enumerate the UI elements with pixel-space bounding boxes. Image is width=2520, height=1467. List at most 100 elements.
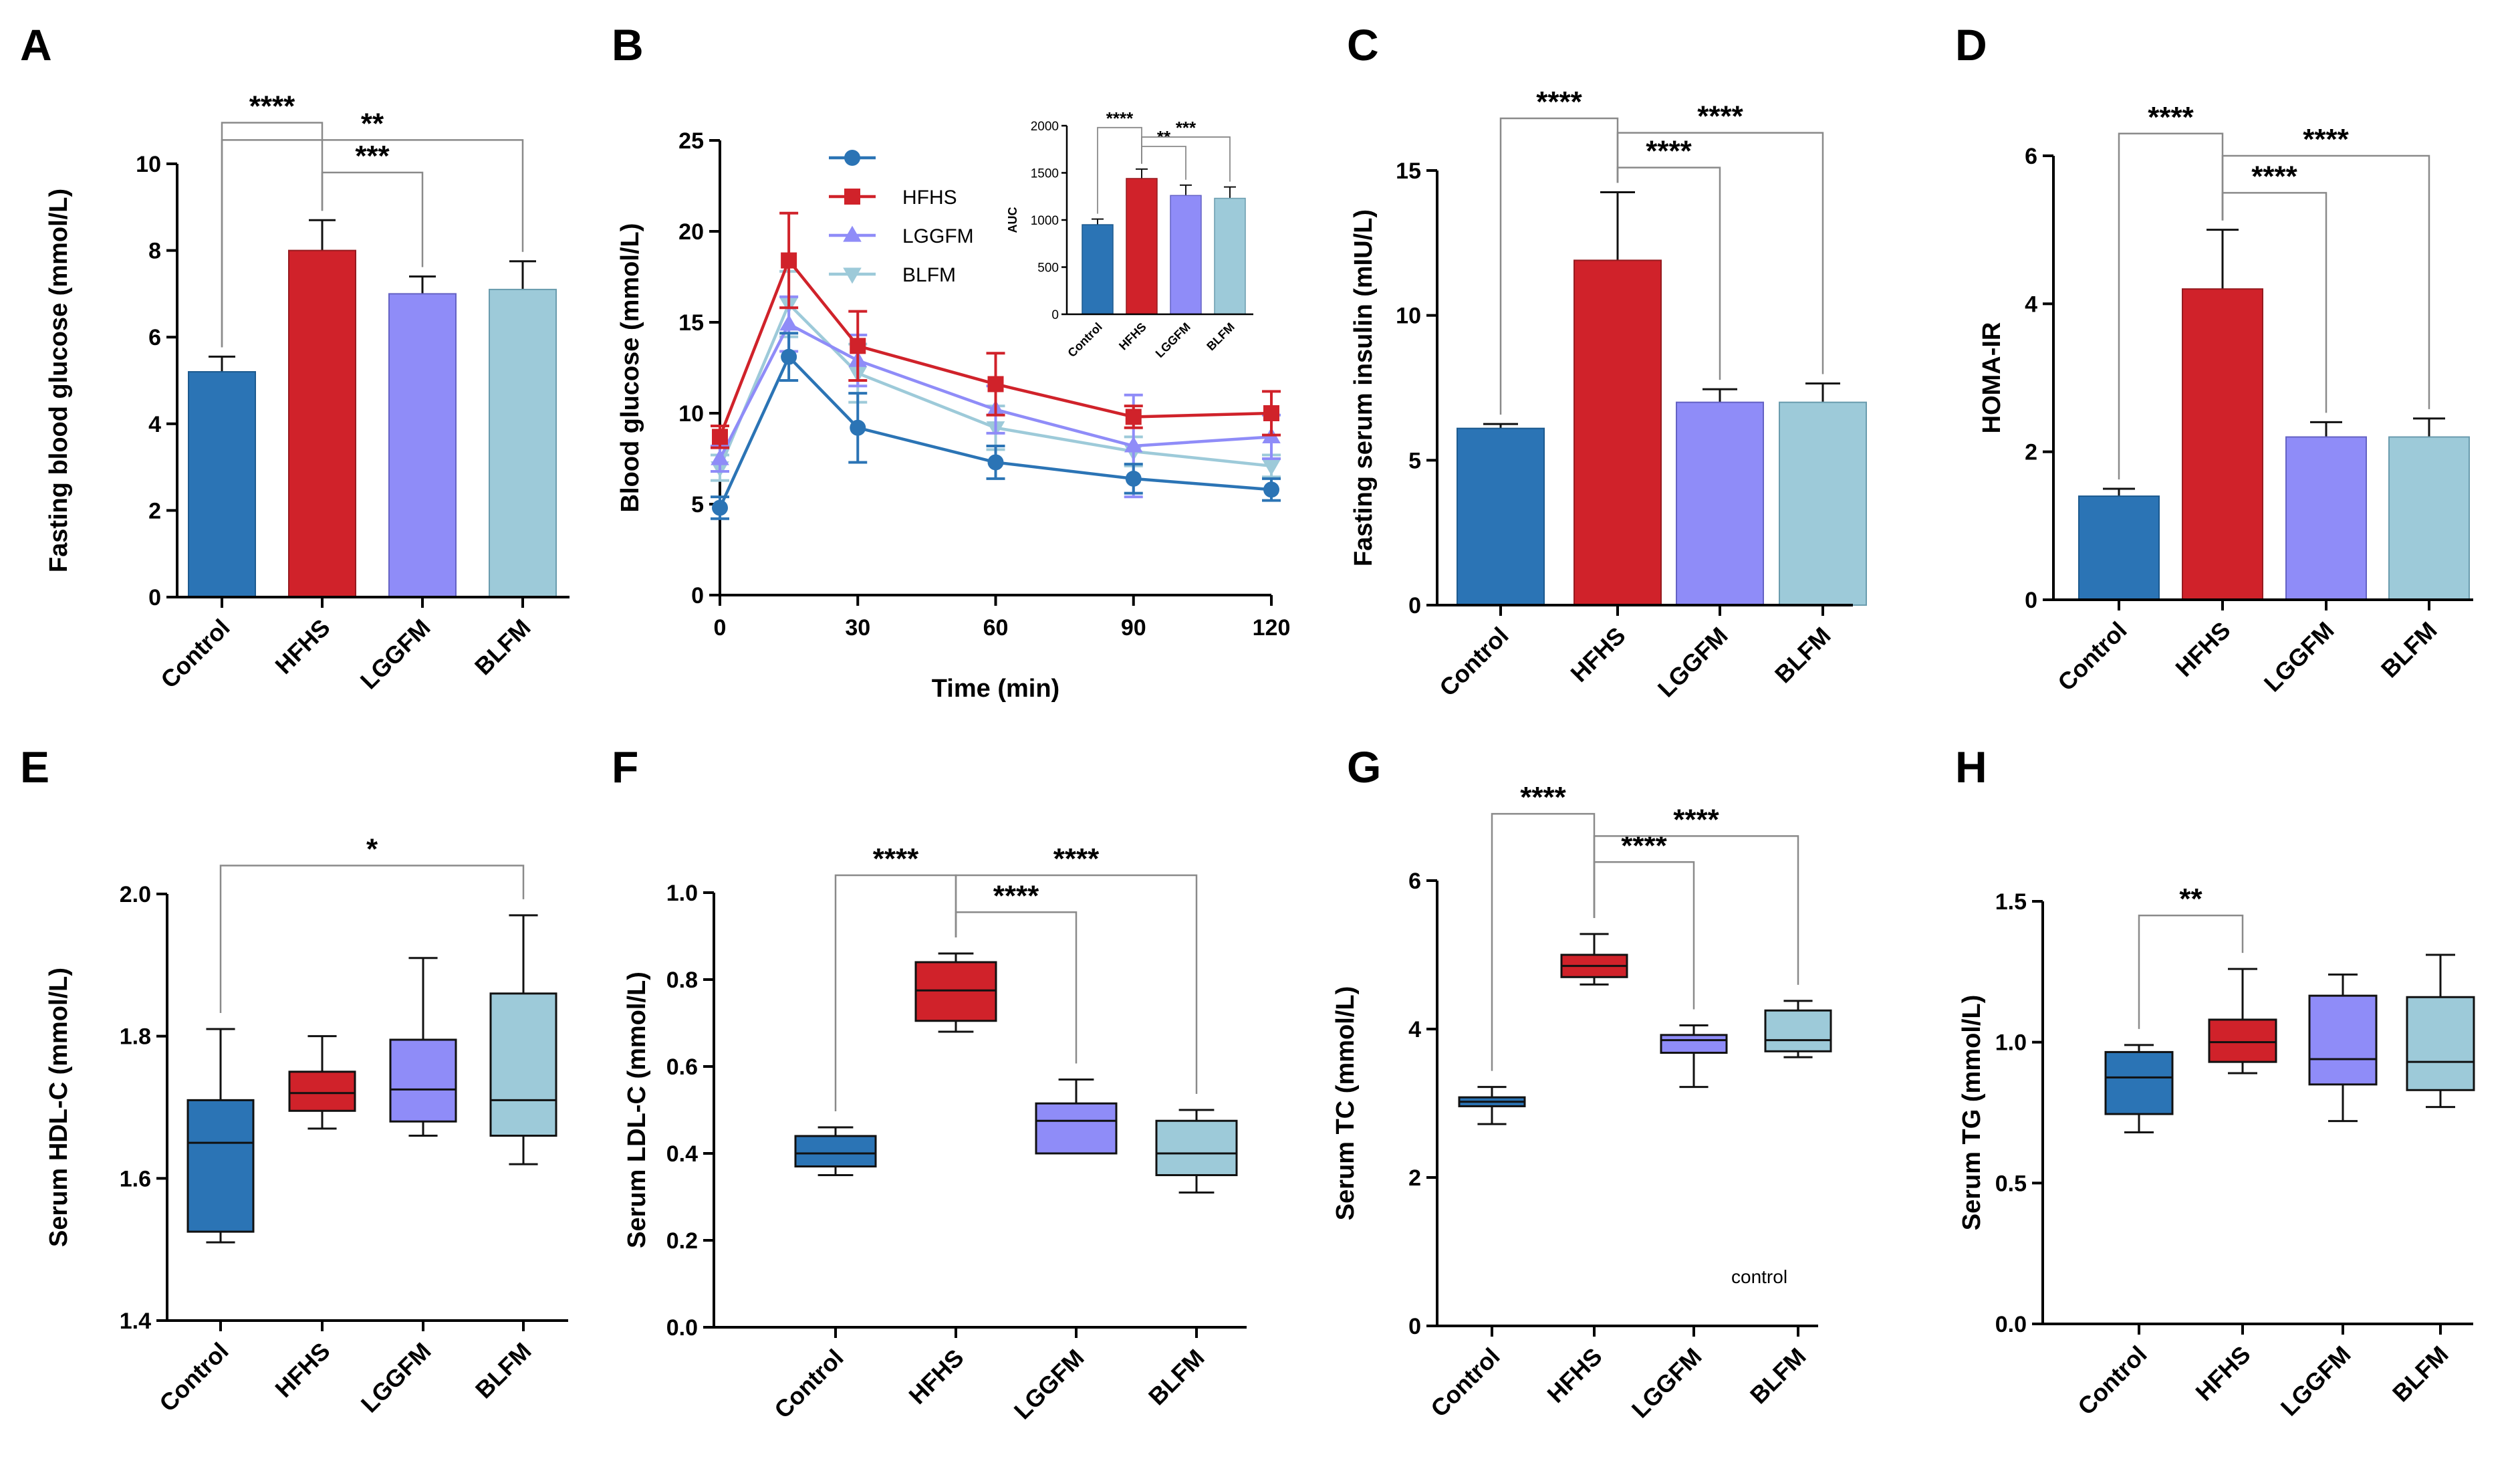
x-category-label: Control [769,1344,848,1424]
inset-category-label: Control [1065,320,1104,360]
x-category-label: LGGFM [1009,1344,1090,1425]
legend-label: BLFM [902,264,956,286]
box-blfm [1764,1009,1832,1052]
inset-y-tick-label: 500 [1037,261,1059,275]
legend-label: HFHS [902,187,957,209]
bar-blfm [489,288,557,598]
panel-H: H 0.0 0.5 1.0 1.5 Control HFHS LGGFM BLFM Serum T… [1955,742,2475,1422]
x-category-label: BLFM [1143,1344,1210,1411]
y-tick-label: 0.4 [666,1141,698,1167]
significance-label: **** [1673,803,1719,836]
box-lggfm [1035,1102,1118,1155]
y-axis-title: Serum LDL-C (mmol/L) [623,972,651,1248]
significance-label: **** [1053,842,1100,875]
y-tick-label: 0 [148,585,161,610]
y-axis-title: Serum HDL-C (mmol/L) [45,968,73,1247]
marker-square [1125,409,1142,425]
significance-bracket [1616,132,1824,374]
x-category-label: BLFM [469,614,536,681]
x-tick-label: 90 [1121,615,1146,641]
panel-letter: B [612,20,644,70]
y-tick-label: 8 [148,239,161,264]
y-tick-label: 1.8 [120,1024,151,1050]
box-blfm [1155,1119,1238,1176]
y-tick-label: 6 [1408,869,1421,894]
marker-circle [844,150,860,166]
y-axis-title: Fasting serum insulin (mIU/L) [1350,209,1378,566]
x-category-label: HFHS [269,614,335,679]
significance-label: *** [355,140,390,173]
box-control [2104,1050,2174,1115]
panel-B: B 0 5 10 15 20 25 0 30 60 90 120 Blood glucose (mmol… [612,20,1290,703]
x-tick-label: 60 [983,615,1009,641]
y-tick-label: 5 [1408,448,1421,473]
x-category-label: HFHS [1541,1343,1607,1408]
inset-y-axis-title: AUC [1006,207,1019,233]
series-line [718,257,1272,438]
panel-letter: A [20,20,52,70]
y-tick-label: 1.0 [666,881,698,906]
inset-category-label: LGGFM [1153,320,1193,360]
panel-A: A 0 2 4 6 8 10 Control HFHS LGGFM BLFM Fasting bloo… [20,20,570,695]
inset-bar-blfm [1214,197,1246,315]
x-category-label: Control [155,614,235,693]
bar-blfm [2388,436,2470,600]
marker-triangle-down [1262,459,1281,476]
x-category-label: LGGFM [1652,622,1733,703]
panel-letter: G [1347,742,1381,792]
y-tick-label: 0.0 [666,1315,698,1341]
marker-circle [781,348,797,365]
y-tick-label: 15 [678,310,704,336]
legend-entry-hfhs: HFHS [829,187,957,209]
significance-bracket [321,171,424,267]
x-tick-label: 0 [714,615,727,641]
box-control [794,1135,877,1167]
significance-label: **** [1536,86,1582,118]
box-lggfm [2308,994,2378,1086]
inset-y-tick-label: 1000 [1031,214,1059,228]
significance-bracket [1593,835,1799,985]
y-tick-label: 0.5 [1995,1171,2027,1196]
box-hfhs [914,961,997,1022]
y-tick-label: 0.8 [666,968,698,993]
bar-blfm [1779,401,1867,606]
y-tick-label: 15 [1396,158,1421,184]
y-tick-label: 0 [2025,588,2037,613]
y-tick-label: 4 [2025,292,2037,317]
x-category-label: BLFM [1769,622,1836,689]
significance-label: * [366,832,378,865]
panel-letter: E [20,742,49,792]
bar-control [1457,427,1545,606]
y-tick-label: 0.2 [666,1228,698,1254]
box-hfhs [2208,1018,2277,1063]
y-tick-label: 4 [148,412,161,437]
significance-label: **** [1646,135,1692,168]
x-category-label: LGGFM [356,1337,436,1418]
marker-square [850,338,866,354]
inset-significance-label: **** [1106,108,1134,128]
y-tick-label: 2 [2025,440,2037,465]
bar-lggfm [388,293,457,598]
y-axis-title: Blood glucose (mmol/L) [616,223,644,513]
significance-bracket [2138,914,2244,1029]
inset-significance-label: *** [1176,118,1196,138]
bar-hfhs [288,249,356,598]
series-line [718,322,1272,460]
inset-y-tick-label: 2000 [1031,120,1059,134]
panel-letter: H [1955,742,1987,792]
bar-hfhs [2182,288,2263,600]
x-axis-title: Time (min) [932,675,1059,703]
y-tick-label: 6 [148,325,161,350]
panel-letter: C [1347,20,1379,70]
panel-letter: F [612,742,638,792]
significance-label: **** [2148,101,2194,134]
significance-label: **** [2251,160,2297,193]
y-tick-label: 2.0 [120,882,151,907]
significance-bracket [1491,812,1596,1071]
y-tick-label: 0 [1408,1314,1421,1339]
y-axis-title: HOMA-IR [1978,322,2006,434]
inset-bar-hfhs [1126,178,1158,315]
panel-F: F 0.0 0.2 0.4 0.6 0.8 1.0 Control HFHS LGGFM BLFM S… [612,742,1247,1425]
marker-square [844,189,860,205]
